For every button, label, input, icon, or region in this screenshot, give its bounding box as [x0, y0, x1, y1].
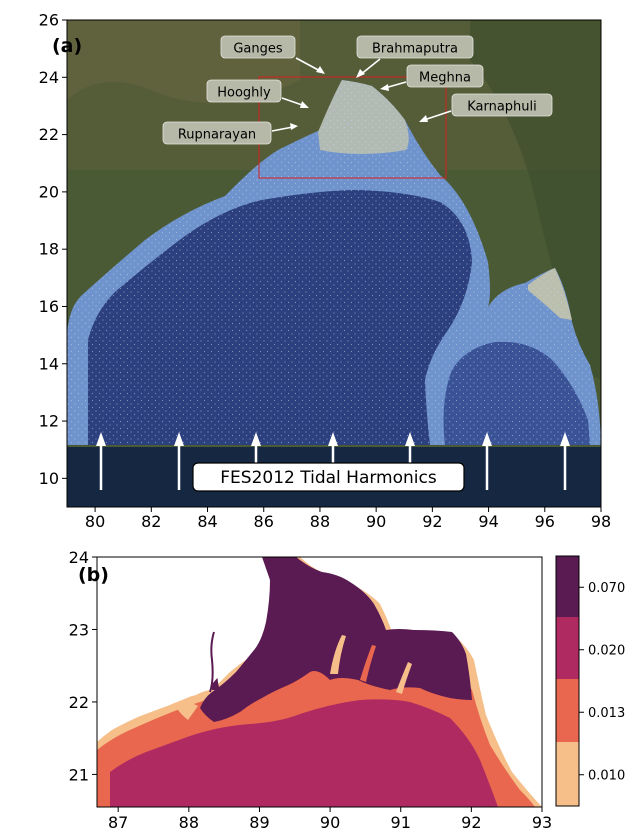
x-tick-label: 89 [249, 813, 269, 832]
river-name-brahmaputra: Brahmaputra [372, 42, 458, 57]
y-tick-label: 16 [39, 297, 59, 316]
x-tick-label: 82 [141, 512, 161, 531]
y-tick-label: 10 [39, 469, 59, 488]
x-tick-label: 98 [591, 512, 611, 531]
x-tick-label: 90 [320, 813, 340, 832]
river-name-ganges: Ganges [233, 42, 283, 57]
boundary-arrow [482, 432, 492, 490]
colorbar: 0.070 0.020 0.013 0.010 [555, 555, 625, 807]
boundary-arrow [560, 432, 570, 490]
y-tick-label: 12 [39, 412, 59, 431]
boundary-arrow [96, 432, 106, 490]
river-label-meghna: Meghna [380, 64, 484, 91]
colorbar-tick-label: 0.070 [588, 581, 625, 596]
colorbar-segment-0.013 [556, 679, 579, 742]
panel-a-y-axis: 10 12 14 16 18 20 22 24 26 [39, 11, 67, 488]
x-tick-label: 88 [179, 813, 199, 832]
panel-a-frame [66, 19, 602, 508]
boundary-label: FES2012 Tidal Harmonics [192, 462, 465, 492]
x-tick-label: 94 [478, 512, 498, 531]
x-tick-label: 87 [108, 813, 128, 832]
y-tick-label: 21 [69, 765, 89, 784]
panel-a-label: (a) [52, 35, 82, 57]
river-name-hooghly: Hooghly [217, 86, 271, 101]
y-tick-label: 22 [39, 125, 59, 144]
colorbar-tick-label: 0.020 [588, 643, 625, 658]
y-tick-label: 24 [39, 68, 59, 87]
x-tick-label: 90 [366, 512, 386, 531]
panel-b-frame [96, 556, 543, 808]
colorbar-segment-0.020 [556, 617, 579, 679]
y-tick-label: 20 [39, 182, 59, 201]
x-tick-label: 84 [197, 512, 217, 531]
panel-b-label: (b) [78, 564, 109, 586]
y-tick-label: 14 [39, 354, 59, 373]
colorbar-tick-label: 0.013 [588, 706, 625, 721]
panel-b-x-axis: 87 88 89 90 91 92 93 [108, 807, 552, 832]
river-name-karnaphuli: Karnaphuli [467, 100, 537, 115]
river-label-hooghly: Hooghly [206, 79, 309, 108]
class-0.020-region [110, 699, 498, 807]
river-label-karnaphuli: Karnaphuli [419, 93, 553, 122]
y-tick-label: 26 [39, 11, 59, 30]
x-tick-label: 93 [532, 813, 552, 832]
river-labels: Ganges Brahmaputra Meghna Hooghly [162, 35, 553, 145]
colorbar-segment-0.070 [556, 556, 579, 617]
x-tick-label: 86 [254, 512, 274, 531]
river-label-brahmaputra: Brahmaputra [356, 35, 474, 78]
x-tick-label: 92 [422, 512, 442, 531]
colorbar-tick-label: 0.010 [588, 768, 625, 783]
river-name-rupnarayan: Rupnarayan [178, 128, 256, 143]
river-name-meghna: Meghna [419, 71, 471, 86]
panel-b-y-axis: 21 22 23 24 [69, 548, 97, 784]
x-tick-label: 88 [310, 512, 330, 531]
x-tick-label: 91 [391, 813, 411, 832]
river-label-rupnarayan: Rupnarayan [162, 121, 298, 145]
river-label-ganges: Ganges [220, 35, 325, 74]
y-tick-label: 23 [69, 620, 89, 639]
boundary-label-text: FES2012 Tidal Harmonics [220, 468, 437, 488]
y-tick-label: 24 [69, 548, 89, 567]
colorbar-segment-0.010 [556, 742, 579, 806]
y-tick-label: 18 [39, 240, 59, 259]
panel-a-x-axis: 80 82 84 86 88 90 92 94 96 98 [85, 507, 611, 531]
y-tick-label: 22 [69, 693, 89, 712]
x-tick-label: 96 [535, 512, 555, 531]
x-tick-label: 80 [85, 512, 105, 531]
boundary-arrow [174, 432, 184, 490]
x-tick-label: 92 [461, 813, 481, 832]
